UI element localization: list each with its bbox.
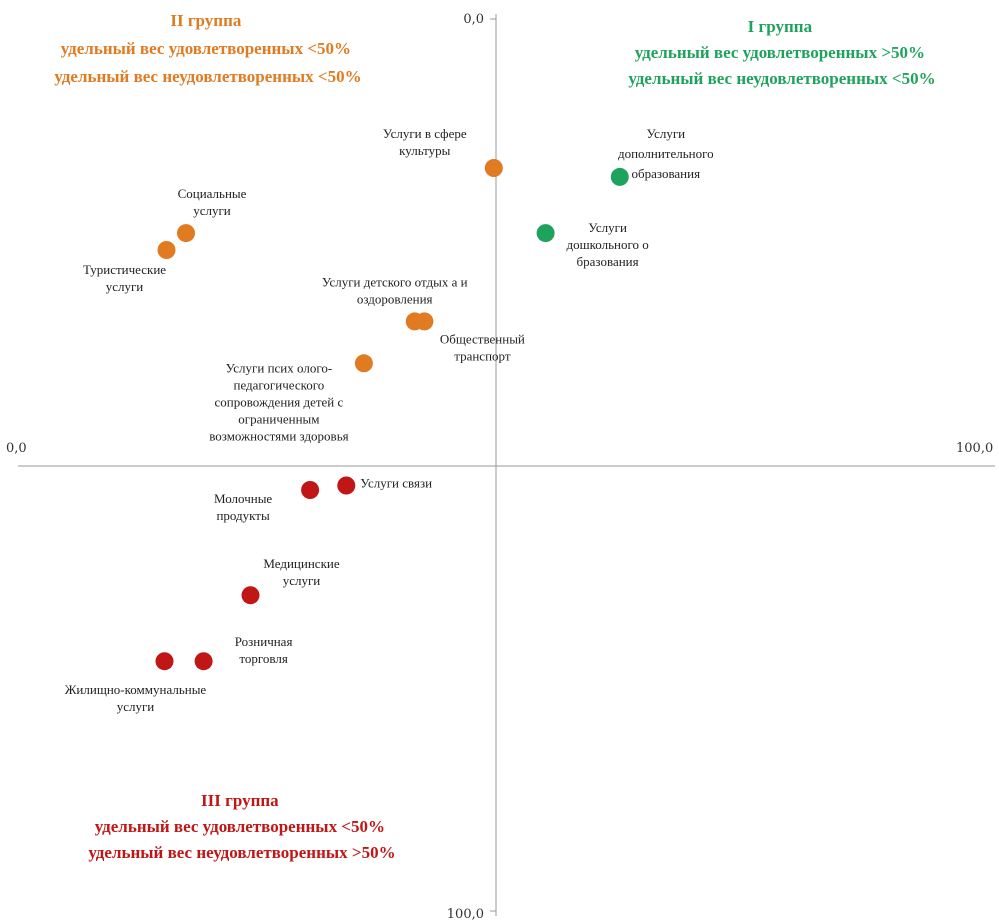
data-point	[415, 312, 434, 331]
data-point-label-line: Молочные	[214, 491, 272, 506]
data-point-label-line: дошкольного о	[566, 237, 648, 252]
group-3-line-satisfied: удельный вес удовлетворенных <50%	[95, 817, 385, 836]
group-3-caption: III группа удельный вес удовлетворенных …	[88, 791, 395, 862]
x-tick-label-max: 100,0	[956, 441, 993, 456]
data-point-label-line: возможностями здоровья	[209, 428, 348, 443]
group-1-title: I группа	[748, 17, 813, 36]
data-point-label-line: Услуги связи	[360, 476, 432, 491]
data-point-label: Жилищно-коммунальные услуги	[65, 682, 207, 714]
data-point	[194, 652, 213, 671]
data-point-label-line: Услуги в сфере	[383, 126, 467, 141]
data-point-label-line: услуги	[106, 279, 144, 294]
group-2-line-satisfied: удельный вес удовлетворенных <50%	[61, 39, 351, 58]
data-point	[157, 241, 176, 259]
data-point-label-line: Услуги	[646, 126, 685, 141]
data-point-label-line: сопровождения детей с	[215, 394, 344, 409]
data-points	[155, 159, 629, 671]
group-3-line-unsatisfied: удельный вес неудовлетворенных >50%	[88, 843, 395, 862]
data-point-label: Услуги дошкольного о бразования	[566, 220, 648, 269]
data-point-label-line: Общественный	[440, 331, 525, 346]
data-point-label-line: Услуги детского отдых а и	[322, 274, 468, 289]
data-point-label: Услуги псих олого-педагогического сопрово…	[209, 360, 348, 443]
group-1-caption: I группа удельный вес удовлетворенных >5…	[628, 17, 935, 88]
data-point	[301, 481, 320, 499]
data-point-label-line: услуги	[193, 203, 231, 218]
data-point	[354, 354, 373, 373]
data-point-label: Услуги связи	[360, 476, 432, 491]
data-point-label-line: Социальные	[178, 186, 247, 201]
data-point	[484, 159, 503, 177]
y-tick-label-min: 0,0	[463, 12, 484, 27]
data-point-label: Услуги детского отдых а и оздоровления	[322, 274, 468, 306]
data-point-label-line: культуры	[399, 143, 450, 158]
data-point-label: Розничная торговля	[235, 634, 293, 666]
data-point-label: Услуги дополнительного образования	[618, 126, 714, 181]
data-point-label-line: Розничная	[235, 634, 293, 649]
data-point-label-line: продукты	[216, 508, 270, 523]
data-point-label-line: оздоровления	[357, 291, 433, 306]
data-point-label-line: Жилищно-коммунальные	[65, 682, 207, 697]
data-point-label-line: Медицинские	[263, 556, 339, 571]
data-point-label: Услуги в сфере культуры	[383, 126, 467, 158]
data-point	[536, 224, 555, 243]
group-2-caption: II группа удельный вес удовлетворенных <…	[54, 11, 361, 86]
data-point-label: Туристические услуги	[83, 262, 166, 294]
group-2-line-unsatisfied: удельный вес неудовлетворенных <50%	[54, 67, 361, 86]
data-point-label-line: услуги	[283, 573, 321, 588]
data-point	[241, 586, 260, 605]
group-1-line-satisfied: удельный вес удовлетворенных >50%	[635, 43, 925, 62]
group-3-title: III группа	[201, 791, 279, 810]
data-point-label-line: дополнительного	[618, 146, 714, 161]
data-point-label-line: услуги	[117, 699, 155, 714]
data-point-label-line: ограниченным	[238, 411, 319, 426]
data-point-label-line: Туристические	[83, 262, 166, 277]
group-2-title: II группа	[170, 11, 242, 30]
data-point	[610, 167, 629, 186]
y-tick-label-max: 100,0	[447, 907, 484, 922]
group-1-line-unsatisfied: удельный вес неудовлетворенных <50%	[628, 69, 935, 88]
data-point	[177, 224, 195, 243]
data-labels: Услуги дополнительного образования Услуги до…	[65, 126, 714, 714]
data-point-label-line: торговля	[239, 651, 287, 666]
data-point-label: Медицинские услуги	[263, 556, 339, 588]
data-point	[155, 652, 174, 671]
data-point	[337, 476, 356, 495]
data-point-label-line: бразования	[577, 254, 639, 269]
data-point-label-line: Услуги псих олого-	[226, 360, 333, 375]
x-tick-label-min: 0,0	[6, 441, 27, 456]
data-point-label-line: образования	[632, 166, 701, 181]
data-point-label: Социальные услуги	[178, 186, 247, 218]
data-point-label-line: Услуги	[588, 220, 627, 235]
data-point-label-line: педагогического	[233, 377, 324, 392]
data-point-label-line: транспорт	[454, 348, 511, 363]
data-point-label: Молочные продукты	[214, 491, 272, 523]
data-point-label: Общественный транспорт	[440, 331, 525, 363]
